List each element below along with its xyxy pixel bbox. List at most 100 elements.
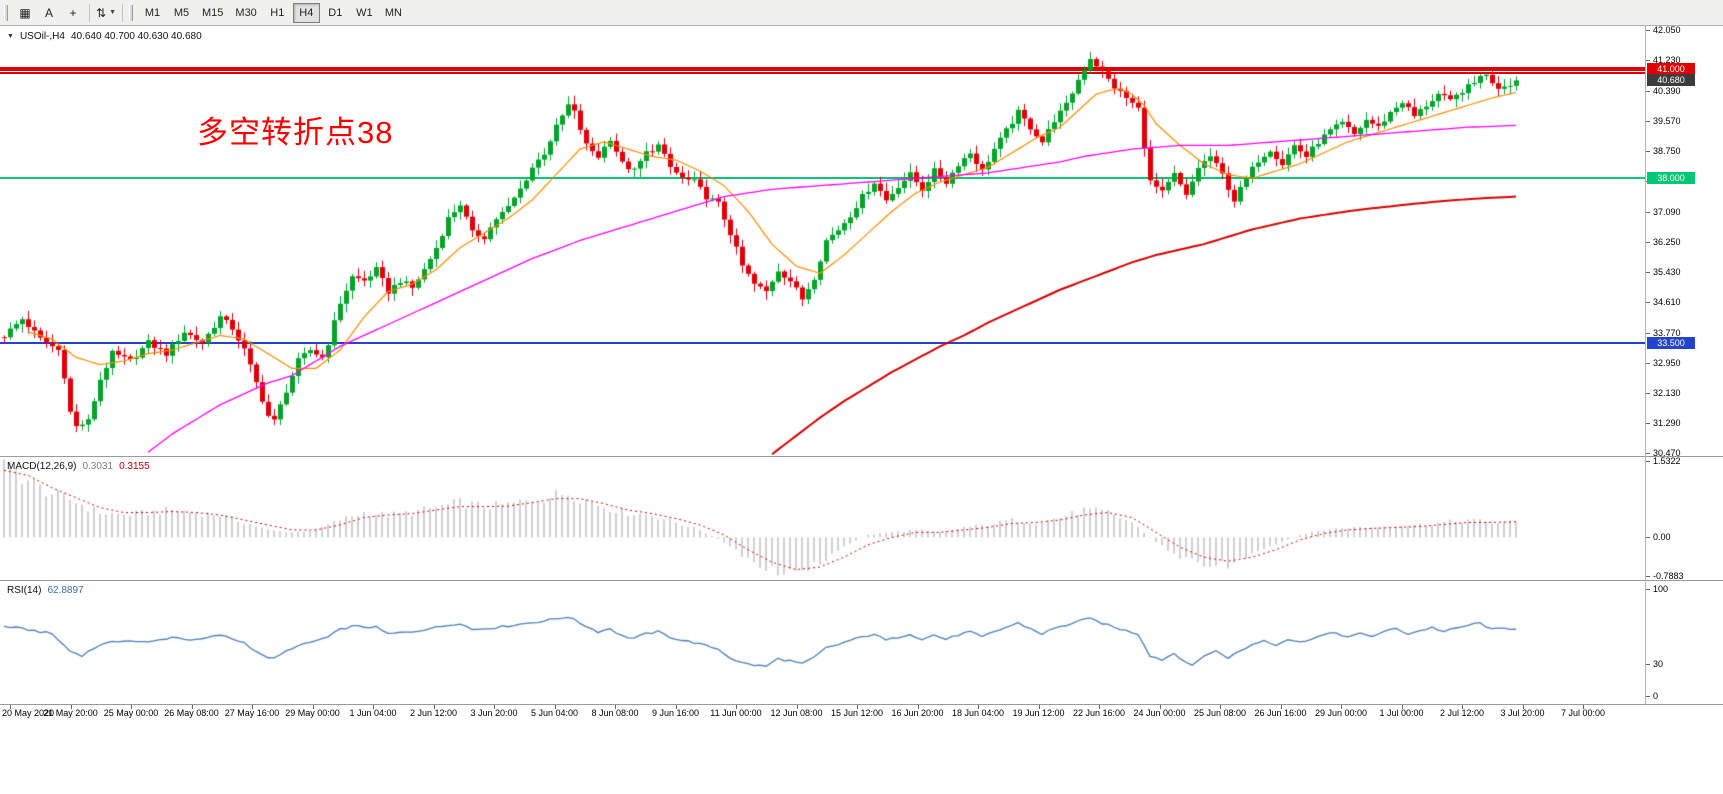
timeframe-button-m30[interactable]: M30 bbox=[230, 3, 261, 23]
time-value: 2 Jul 12:00 bbox=[1439, 708, 1485, 718]
time-value: 3 Jul 20:00 bbox=[1500, 708, 1545, 718]
time-tick bbox=[252, 705, 253, 709]
time-tick bbox=[917, 705, 919, 709]
time-tick bbox=[615, 705, 616, 709]
time-value: 18 Jun 04:00 bbox=[951, 708, 1005, 718]
crosshair-button[interactable]: + bbox=[62, 3, 84, 23]
time-value: 29 Jun 00:00 bbox=[1314, 708, 1368, 718]
time-tick bbox=[1583, 705, 1584, 709]
scale-value: 34.610 bbox=[1653, 297, 1681, 308]
current-price-label: 40.680 bbox=[1647, 74, 1695, 87]
scale-tick bbox=[1646, 362, 1650, 364]
crosshair-icon: + bbox=[69, 5, 77, 20]
time-tick bbox=[131, 705, 132, 709]
time-value: 1 Jun 04:00 bbox=[349, 708, 397, 718]
scale-value: 31.290 bbox=[1653, 418, 1681, 429]
dropdown-caret-icon: ▼ bbox=[109, 9, 116, 16]
scale-tick bbox=[1646, 332, 1650, 334]
time-tick bbox=[1341, 705, 1342, 709]
chart-grid-button[interactable]: ▦ bbox=[14, 3, 36, 23]
time-tick bbox=[1220, 705, 1221, 709]
macd-value-main: 0.3031 bbox=[82, 461, 114, 472]
scale-tick bbox=[1646, 150, 1650, 152]
time-value: 2 Jun 12:00 bbox=[409, 708, 458, 718]
time-value: 26 Jun 16:00 bbox=[1254, 708, 1307, 718]
time-value: 16 Jun 20:00 bbox=[891, 708, 944, 718]
time-tick bbox=[1280, 705, 1282, 709]
macd-name: MACD(12,26,9) bbox=[7, 461, 77, 472]
time-value: 1 Jul 00:00 bbox=[1379, 708, 1424, 718]
time-value: 26 May 08:00 bbox=[164, 708, 219, 718]
macd-value-signal: 0.3155 bbox=[119, 461, 150, 472]
scale-toggle-button[interactable]: ⇅ ▼ bbox=[95, 3, 117, 23]
time-tick bbox=[675, 705, 677, 709]
ohlc-values: 40.640 40.700 40.630 40.680 bbox=[70, 31, 202, 42]
timeframe-button-w1[interactable]: W1 bbox=[351, 3, 378, 23]
rsi-value: 62.8897 bbox=[47, 585, 84, 596]
scale-value: 39.570 bbox=[1653, 115, 1681, 126]
symbol-ohlc-header: ▼ USOil-,H4 40.640 40.700 40.630 40.680 bbox=[7, 31, 202, 42]
scale-tick bbox=[1646, 696, 1650, 698]
scale-tick bbox=[1646, 30, 1650, 32]
panel-separator[interactable] bbox=[0, 456, 1723, 457]
toolbar-separator bbox=[122, 3, 123, 22]
time-tick bbox=[70, 705, 72, 709]
scale-tick bbox=[1646, 392, 1650, 394]
time-tick bbox=[1462, 705, 1463, 709]
scale-value: 32.950 bbox=[1653, 357, 1681, 368]
chart-grid-icon: ▦ bbox=[19, 5, 31, 20]
time-value: 3 Jun 20:00 bbox=[470, 708, 518, 718]
timeframe-button-m15[interactable]: M15 bbox=[197, 3, 228, 23]
panel-separator[interactable] bbox=[0, 580, 1723, 581]
panel-separator bbox=[0, 704, 1723, 705]
timeframe-button-h1[interactable]: H1 bbox=[264, 3, 291, 23]
scale-tick bbox=[1646, 423, 1650, 425]
scale-value: 30 bbox=[1653, 659, 1664, 670]
time-value: 20 May 2020 bbox=[2, 708, 55, 718]
time-tick bbox=[1099, 705, 1100, 709]
scale-value: 35.430 bbox=[1653, 267, 1681, 278]
timeframe-toolbar-grip[interactable] bbox=[129, 4, 133, 21]
time-value: 11 Jun 00:00 bbox=[710, 708, 762, 718]
timeframe-button-h4[interactable]: H4 bbox=[292, 2, 320, 23]
time-value: 25 May 00:00 bbox=[103, 708, 159, 718]
time-tick bbox=[433, 705, 435, 709]
timeframe-button-m5[interactable]: M5 bbox=[168, 3, 195, 23]
scale-value: 36.250 bbox=[1653, 237, 1681, 248]
macd-label: MACD(12,26,9) 0.3031 0.3155 bbox=[7, 461, 150, 472]
scale-tick bbox=[1646, 537, 1650, 539]
scale-tick bbox=[1646, 91, 1650, 93]
time-value: 21 May 20:00 bbox=[43, 708, 98, 718]
timeframe-button-d1[interactable]: D1 bbox=[322, 3, 349, 23]
toolbar-grip[interactable] bbox=[4, 4, 8, 21]
time-tick bbox=[857, 705, 858, 709]
time-tick bbox=[1159, 705, 1161, 709]
scale-value: 1.5322 bbox=[1653, 456, 1681, 467]
text-tool-button[interactable]: A bbox=[38, 3, 60, 23]
scale-value: 42.050 bbox=[1653, 25, 1681, 36]
time-value: 22 Jun 16:00 bbox=[1072, 708, 1126, 718]
scale-value: 30.470 bbox=[1653, 448, 1681, 459]
timeframe-button-mn[interactable]: MN bbox=[380, 3, 407, 23]
time-value: 29 May 00:00 bbox=[285, 708, 340, 718]
scale-tick bbox=[1646, 664, 1650, 666]
toolbar-separator bbox=[89, 3, 90, 22]
scale-tick bbox=[1646, 588, 1650, 590]
scale-value: 41.230 bbox=[1653, 55, 1681, 66]
text-tool-icon: A bbox=[44, 5, 53, 20]
time-tick bbox=[10, 705, 11, 709]
time-tick bbox=[1401, 705, 1403, 709]
timeframe-button-m1[interactable]: M1 bbox=[139, 3, 166, 23]
time-tick bbox=[191, 705, 193, 709]
time-tick bbox=[554, 705, 556, 709]
time-value: 25 Jun 08:00 bbox=[1193, 708, 1247, 718]
time-value: 24 Jun 00:00 bbox=[1133, 708, 1186, 718]
chart-annotation-text[interactable]: 多空转折点38 bbox=[197, 115, 394, 150]
time-tick bbox=[796, 705, 798, 709]
main-toolbar: ▦ A + ⇅ ▼ M1 M5 M15 M30 H1 H4 D1 W1 MN bbox=[0, 0, 1723, 26]
scale-value: 0.00 bbox=[1653, 532, 1671, 543]
scale-value: 100 bbox=[1653, 583, 1669, 594]
scale-tick bbox=[1646, 576, 1650, 578]
